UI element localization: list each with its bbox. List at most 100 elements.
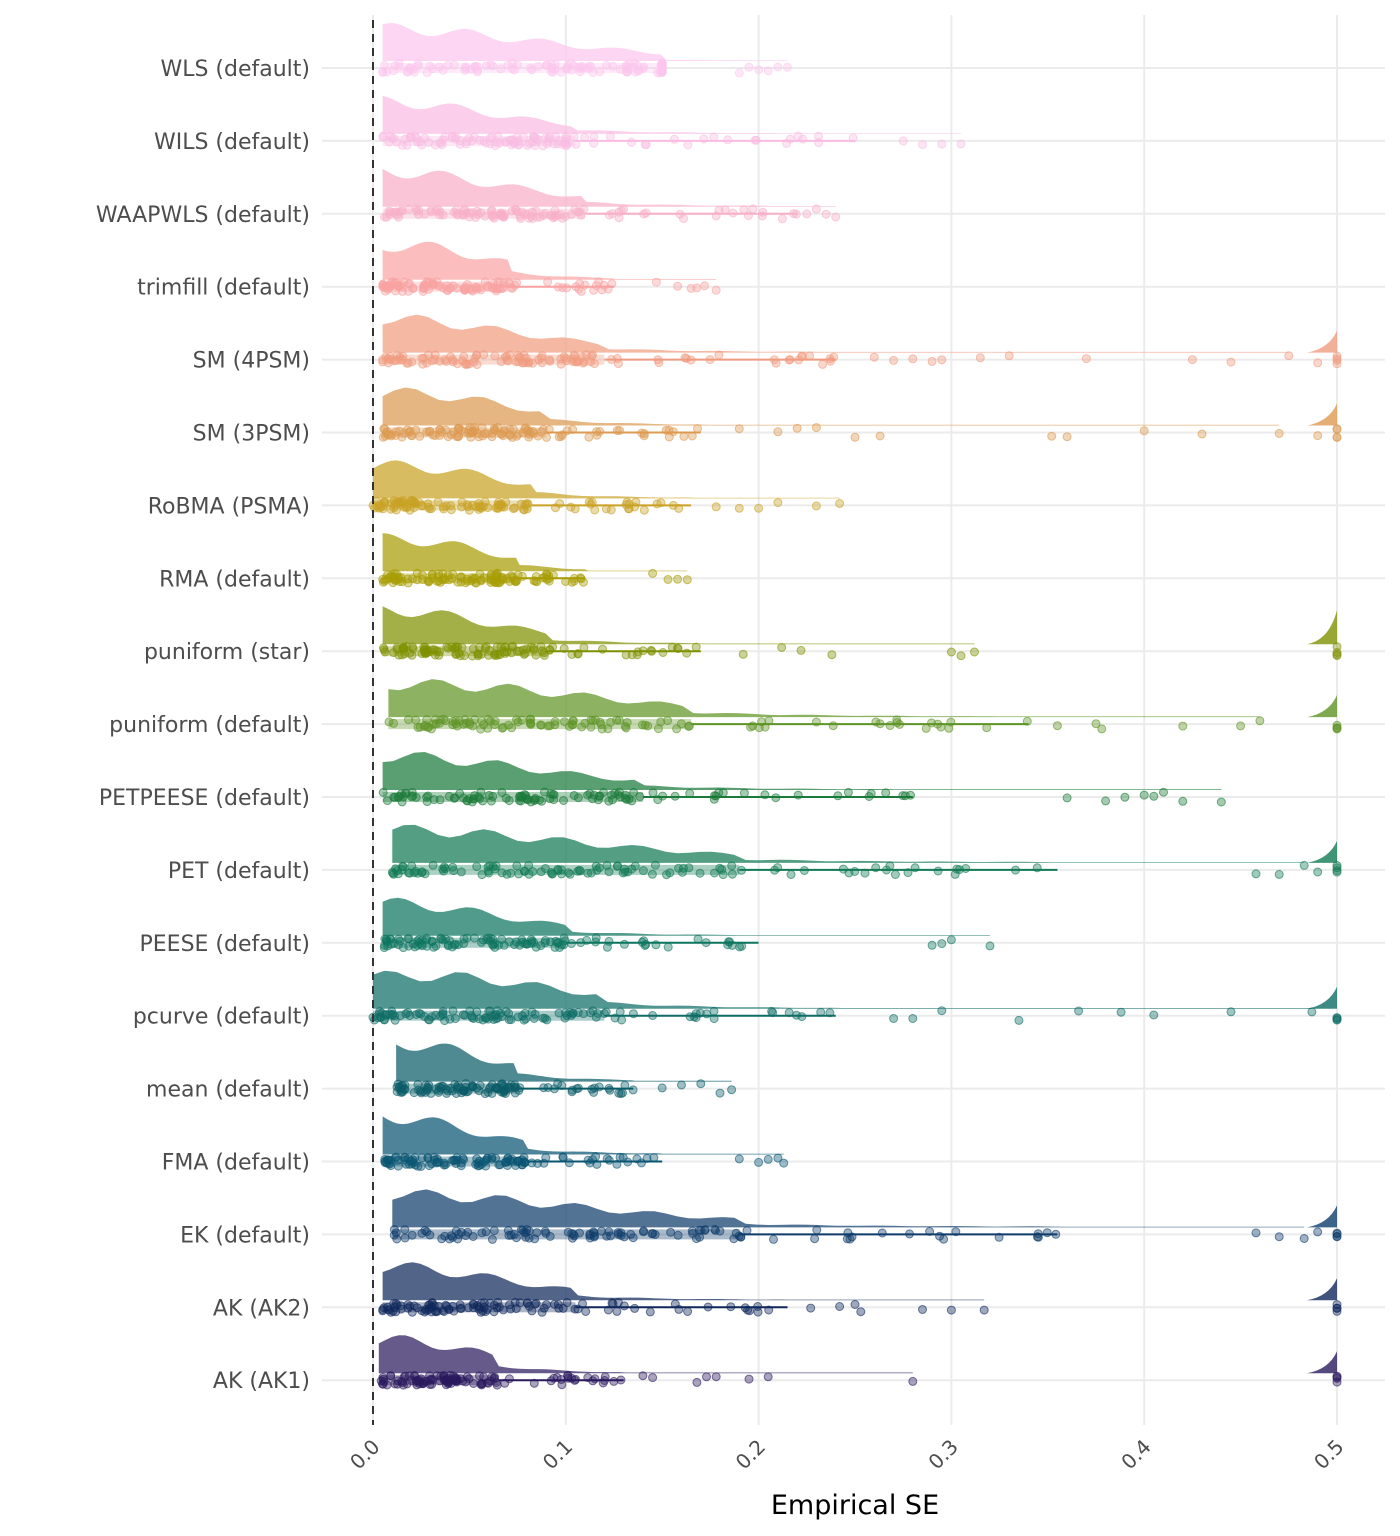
data-point [412,1380,422,1390]
data-point [580,133,590,143]
data-point [1187,355,1197,365]
data-point [1074,1006,1084,1016]
data-point [496,357,506,367]
data-point [856,1307,866,1317]
data-point [638,1227,648,1237]
data-point [927,940,937,950]
data-point [506,868,516,878]
data-point [389,572,399,581]
data-point [456,867,466,877]
data-point [473,209,483,219]
data-point [502,647,512,657]
data-point [693,424,702,434]
data-point [437,427,447,437]
data-point [438,210,448,220]
data-point [638,866,648,876]
data-point [811,423,821,433]
data-point [380,212,389,222]
data-point [734,1154,744,1164]
data-point [621,650,631,660]
data-point [877,1228,887,1238]
data-point [892,718,902,728]
data-point [645,1307,655,1317]
data-point [569,573,579,583]
data-point [1332,1306,1342,1316]
data-point [718,788,728,798]
data-point [951,1227,961,1237]
data-point [380,647,390,657]
y-tick-label: RoBMA (PSMA) [148,494,310,519]
data-point [580,280,590,290]
data-point [1332,867,1342,877]
data-point [577,722,587,732]
data-point [420,133,430,143]
data-point [710,1224,720,1234]
data-point [773,427,783,437]
data-point [1284,351,1294,361]
data-point [380,934,390,944]
data-point [773,863,783,873]
data-point [515,1298,525,1308]
data-point [506,1304,516,1314]
density-spike [1307,1351,1337,1374]
data-point [1299,1234,1309,1243]
data-point [392,1300,402,1310]
data-point [428,64,438,74]
data-point [466,576,476,586]
data-point [599,1009,609,1018]
data-point [673,1230,683,1240]
data-point [623,64,633,74]
data-point [400,1233,410,1243]
data-point [557,1081,567,1090]
data-point [1332,1013,1342,1023]
data-point [393,1376,403,1386]
data-point [793,131,803,141]
data-point [465,1006,475,1016]
density-cloud [382,95,962,134]
data-point [480,429,489,439]
data-point [574,865,584,875]
data-point [1274,1232,1284,1242]
data-point [412,206,422,216]
data-point [571,139,581,149]
data-point [1332,648,1342,657]
series-group [368,23,1342,1390]
data-point [579,643,589,653]
data-point [406,1156,416,1166]
box [382,135,576,146]
data-point [687,1226,697,1236]
data-point [702,1009,712,1019]
data-point [638,1371,648,1381]
data-point [866,789,876,799]
data-point [379,498,389,508]
data-point [1332,1231,1342,1241]
y-tick-label: puniform (star) [144,640,310,665]
data-point [727,1085,737,1095]
data-point [729,1234,739,1244]
data-point [750,135,760,145]
data-point [925,1227,935,1236]
data-point [484,1006,494,1016]
data-point [576,210,586,220]
data-point [428,430,438,440]
data-point [517,571,527,581]
data-point [607,355,616,364]
data-point [1159,787,1168,797]
data-point [744,62,754,72]
data-point [618,1088,627,1098]
data-point [709,1006,719,1016]
data-point [592,427,602,437]
data-point [1307,1007,1317,1017]
data-point [693,934,703,944]
data-point [551,131,560,141]
data-point [482,1305,492,1314]
data-point [564,1158,574,1168]
data-point [540,1013,550,1023]
data-point [1120,792,1130,802]
data-point [411,425,421,435]
data-point [604,1083,614,1093]
data-point [573,1304,583,1314]
data-point [386,1371,396,1381]
data-point [905,1229,914,1239]
data-point [714,788,724,798]
